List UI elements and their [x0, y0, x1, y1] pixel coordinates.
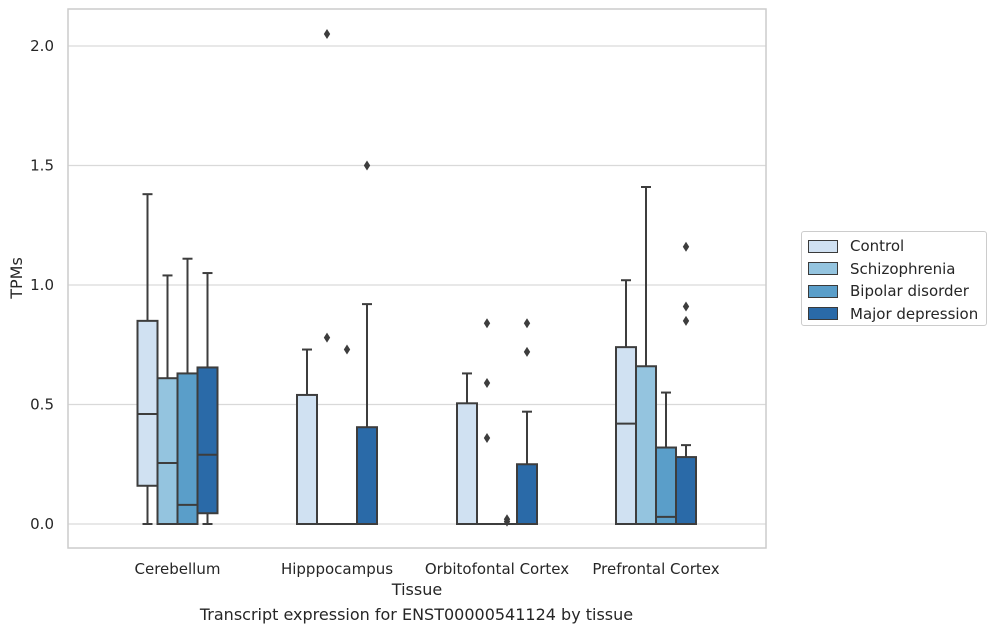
- legend-swatch-major-depression: [808, 307, 838, 321]
- box-body: [196, 366, 219, 515]
- chart-caption: Transcript expression for ENST0000054112…: [199, 605, 634, 624]
- box-major-depression: [196, 272, 219, 525]
- box-body: [136, 319, 159, 487]
- y-tick-label: 0.5: [30, 396, 54, 414]
- box-major-depression: [675, 241, 697, 525]
- outlier-point: [363, 160, 371, 171]
- box-bipolar-disorder: [496, 514, 518, 527]
- box-control: [456, 372, 478, 525]
- y-axis-ticks: 0.0 0.5 1.0 1.5 2.0: [30, 37, 54, 533]
- legend-swatch-bipolar-disorder: [808, 284, 838, 298]
- x-axis-label: Tissue: [391, 580, 442, 599]
- outlier-point: [503, 516, 511, 527]
- outlier-point: [682, 301, 690, 312]
- outlier-point: [323, 332, 331, 343]
- box-schizophrenia: [316, 29, 338, 526]
- box-schizophrenia: [635, 186, 657, 526]
- outlier-point: [343, 344, 351, 355]
- legend-swatch-control: [808, 239, 838, 253]
- box-major-depression: [516, 318, 538, 525]
- plot-area: [136, 29, 697, 527]
- box-bipolar-disorder: [176, 257, 199, 525]
- outlier-point: [682, 315, 690, 326]
- box-control: [615, 279, 637, 526]
- box-body: [516, 463, 538, 525]
- x-tick-label: Hipppocampus: [281, 560, 393, 578]
- box-body: [156, 377, 179, 525]
- outlier-point: [523, 318, 531, 329]
- legend-item: Major depression: [808, 303, 986, 326]
- legend-label-bipolar-disorder: Bipolar disorder: [850, 282, 969, 301]
- legend-label-major-depression: Major depression: [850, 304, 979, 323]
- box-control: [136, 193, 159, 525]
- legend-label-schizophrenia: Schizophrenia: [850, 259, 956, 278]
- box-body: [296, 393, 318, 525]
- box-control: [296, 348, 318, 525]
- box-bipolar-disorder: [655, 391, 677, 525]
- box-body: [615, 346, 637, 526]
- y-tick-label: 1.0: [30, 276, 54, 294]
- legend-item: Bipolar disorder: [808, 280, 986, 303]
- outlier-point: [523, 346, 531, 357]
- y-tick-label: 1.5: [30, 157, 54, 175]
- box-body: [176, 372, 199, 525]
- x-tick-label: Prefrontal Cortex: [592, 560, 719, 578]
- legend-item: Schizophrenia: [808, 258, 986, 281]
- outlier-point: [682, 241, 690, 252]
- box-body: [356, 426, 378, 525]
- box-schizophrenia: [156, 274, 179, 525]
- box-major-depression: [356, 160, 378, 525]
- plot-frame: [67, 8, 767, 549]
- box-schizophrenia: [476, 318, 498, 526]
- legend-swatch-schizophrenia: [808, 262, 838, 276]
- x-tick-label: Orbitofontal Cortex: [425, 560, 569, 578]
- box-body: [675, 456, 697, 525]
- x-tick-label: Cerebellum: [135, 560, 221, 578]
- legend: Control Schizophrenia Bipolar disorder M…: [801, 231, 987, 326]
- y-tick-label: 0.0: [30, 515, 54, 533]
- x-axis-ticks: Cerebellum Hipppocampus Orbitofontal Corte…: [135, 560, 720, 578]
- y-tick-label: 2.0: [30, 37, 54, 55]
- box-body: [655, 446, 677, 525]
- outlier-point: [483, 432, 491, 443]
- legend-label-control: Control: [850, 237, 905, 256]
- y-axis-label: TPMs: [7, 257, 26, 300]
- outlier-point: [323, 29, 331, 40]
- outlier-point: [483, 377, 491, 388]
- box-bipolar-disorder: [336, 344, 358, 526]
- legend-item: Control: [808, 235, 986, 258]
- outlier-point: [483, 318, 491, 329]
- box-body: [635, 365, 657, 526]
- box-body: [456, 402, 478, 525]
